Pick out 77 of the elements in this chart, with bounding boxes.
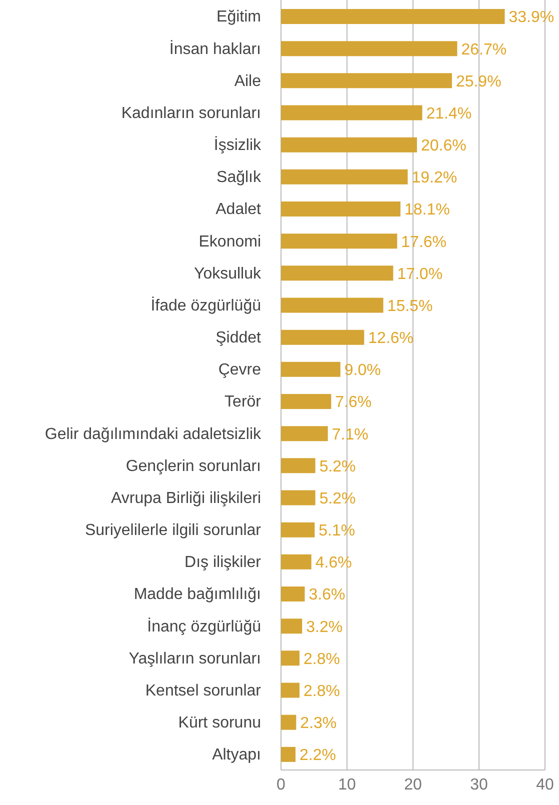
data-label: 4.6% (315, 554, 352, 572)
bar (281, 426, 328, 442)
data-label: 5.2% (319, 490, 356, 508)
bar (281, 458, 316, 474)
data-label: 7.6% (335, 394, 372, 412)
y-tick-label: Ekonomi (198, 233, 261, 250)
x-tick-label: 30 (470, 776, 488, 794)
data-label: 17.6% (401, 234, 447, 251)
bar (281, 266, 394, 281)
data-label: 2.8% (303, 682, 340, 700)
y-tick-label: Çevre (218, 362, 262, 379)
x-tick-label: 10 (338, 776, 356, 794)
x-tick-label: 40 (536, 776, 554, 794)
bar (281, 105, 422, 120)
bar (281, 714, 296, 730)
x-tick-label: 20 (404, 776, 422, 794)
y-tick-label: Avrupa Birliği ilişkileri (111, 490, 261, 507)
bar (281, 169, 408, 184)
bar (281, 618, 302, 634)
bar (281, 650, 300, 666)
bar (281, 234, 398, 249)
data-label: 15.5% (387, 298, 433, 315)
data-label: 7.1% (332, 426, 368, 444)
data-label: 26.7% (461, 41, 507, 58)
data-label: 21.4% (426, 105, 472, 122)
data-label: 9.0% (344, 362, 381, 380)
y-tick-label: Kadınların sorunları (121, 104, 261, 122)
y-tick-label: Gelir dağılımındaki adaletsizlik (44, 426, 262, 443)
x-tick-label: 0 (276, 776, 286, 794)
bar (281, 522, 315, 538)
bar (281, 554, 312, 570)
data-label: 5.2% (319, 458, 356, 476)
data-label: 5.1% (318, 522, 356, 540)
bar (281, 202, 400, 216)
y-tick-label: Kentsel sorunlar (145, 682, 262, 700)
bar (281, 586, 305, 602)
y-tick-label: Dış ilişkiler (184, 554, 262, 572)
data-label: 2.8% (303, 650, 340, 668)
y-tick-label: İfade özgürlüğü (150, 296, 261, 314)
y-tick-label: İnsan hakları (169, 40, 261, 58)
bar (281, 137, 417, 152)
data-label: 3.2% (306, 618, 343, 636)
y-tick-label: Şiddet (216, 330, 262, 347)
data-label: 3.6% (308, 586, 346, 604)
data-label: 17.0% (397, 266, 443, 283)
bar (281, 362, 340, 377)
bar (281, 682, 300, 698)
bar (281, 490, 316, 506)
bar (281, 394, 332, 409)
y-tick-label: Altyapı (212, 746, 261, 764)
bar (281, 41, 458, 56)
bar (281, 73, 452, 88)
bar (281, 330, 364, 345)
data-label: 18.1% (404, 202, 450, 219)
data-label: 33.9% (508, 9, 554, 26)
y-tick-label: Eğitim (216, 8, 261, 26)
data-label: 2.3% (300, 715, 337, 732)
bar (281, 9, 505, 24)
y-tick-label: Yoksulluk (194, 265, 262, 282)
y-tick-label: Madde bağımlılığı (134, 586, 261, 604)
y-tick-label: İnanç özgürlüğü (147, 617, 261, 636)
y-tick-label: Gençlerin sorunları (126, 458, 261, 475)
bar (281, 746, 296, 762)
data-label: 25.9% (456, 73, 502, 90)
y-tick-label: Yaşlıların sorunları (128, 650, 261, 668)
data-label: 19.2% (412, 170, 458, 187)
y-tick-label: Aile (234, 72, 262, 90)
bar (281, 298, 384, 313)
y-tick-label: Adalet (216, 201, 262, 218)
data-label: 20.6% (420, 138, 466, 155)
y-tick-label: Suriyelilerle ilgili sorunlar (84, 522, 262, 540)
y-tick-label: İşsizlik (214, 136, 262, 154)
data-label: 2.2% (300, 747, 336, 764)
data-label: 12.6% (368, 330, 414, 348)
y-tick-label: Kürt sorunu (178, 714, 261, 732)
y-tick-label: Terör (224, 394, 262, 411)
y-tick-label: Sağlık (216, 169, 262, 186)
